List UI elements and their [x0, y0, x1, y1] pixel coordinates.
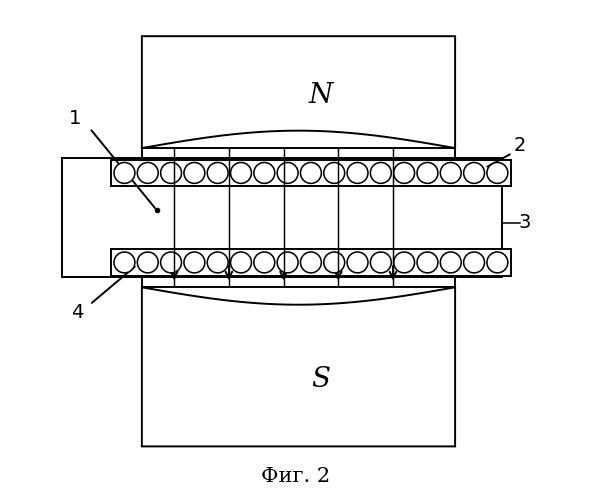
Circle shape [160, 252, 182, 273]
Circle shape [394, 252, 414, 273]
Circle shape [324, 162, 345, 184]
Circle shape [301, 162, 321, 184]
Circle shape [230, 252, 252, 273]
Circle shape [464, 162, 484, 184]
Text: 2: 2 [514, 136, 526, 155]
Bar [62, 158, 503, 278]
Text: 1: 1 [69, 108, 81, 128]
Circle shape [301, 252, 321, 273]
Circle shape [254, 252, 275, 273]
Circle shape [230, 162, 252, 184]
Circle shape [114, 162, 135, 184]
Text: N: N [309, 82, 333, 110]
Circle shape [207, 252, 228, 273]
Circle shape [394, 162, 414, 184]
Text: Фиг. 2: Фиг. 2 [262, 466, 330, 485]
Circle shape [324, 252, 345, 273]
Circle shape [440, 252, 461, 273]
Circle shape [137, 162, 158, 184]
Circle shape [160, 162, 182, 184]
Bar [142, 273, 455, 287]
Text: 3: 3 [519, 213, 531, 232]
Circle shape [277, 162, 298, 184]
Polygon shape [142, 288, 455, 446]
Circle shape [347, 162, 368, 184]
Circle shape [347, 252, 368, 273]
Circle shape [371, 162, 391, 184]
Circle shape [440, 162, 461, 184]
Circle shape [137, 252, 158, 273]
Text: S: S [311, 366, 330, 393]
Polygon shape [142, 36, 455, 148]
Circle shape [114, 252, 135, 273]
Circle shape [207, 162, 228, 184]
Circle shape [254, 162, 275, 184]
Bar [111, 249, 511, 276]
Circle shape [184, 252, 205, 273]
Circle shape [184, 162, 205, 184]
Bar [142, 148, 455, 162]
Circle shape [371, 252, 391, 273]
Circle shape [277, 252, 298, 273]
Circle shape [417, 252, 438, 273]
Bar [111, 160, 511, 186]
Circle shape [417, 162, 438, 184]
Text: 4: 4 [71, 302, 83, 322]
Circle shape [464, 252, 484, 273]
Circle shape [487, 252, 508, 273]
Circle shape [487, 162, 508, 184]
